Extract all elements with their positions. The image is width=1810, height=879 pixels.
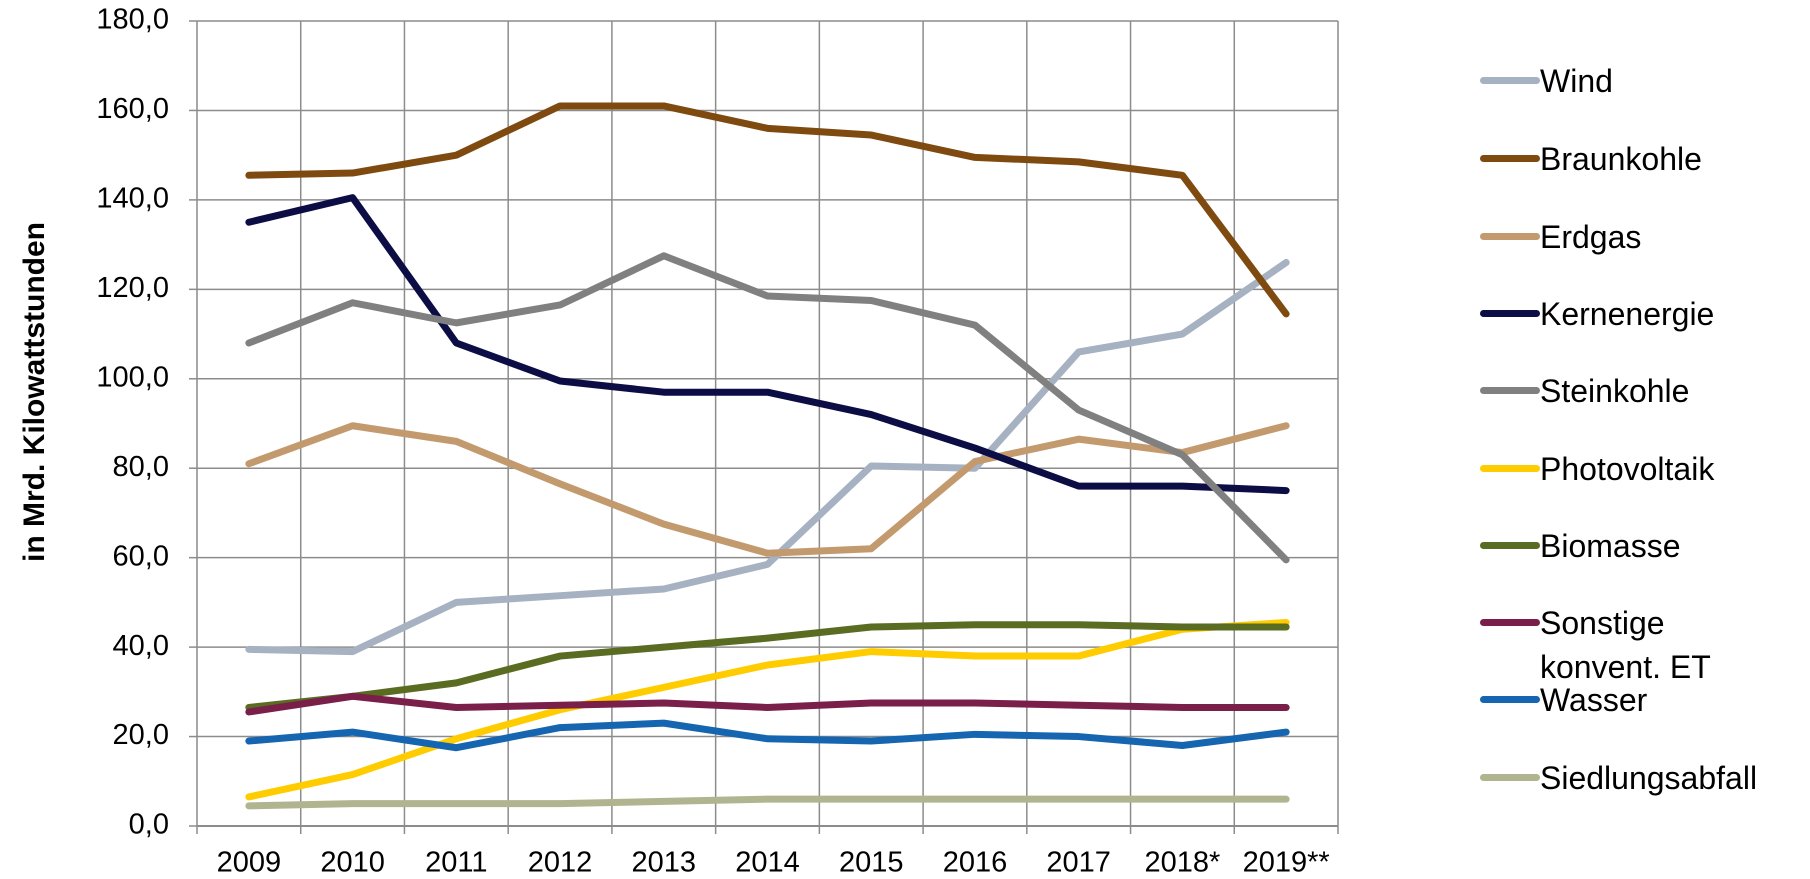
legend-swatch — [1480, 774, 1540, 781]
legend-item: Wind — [1480, 59, 1613, 103]
legend-label: Wind — [1540, 63, 1613, 99]
legend-label: Photovoltaik — [1540, 451, 1715, 487]
legend-label: Erdgas — [1540, 219, 1642, 255]
y-tick-label: 120,0 — [96, 272, 169, 304]
legend-label: Steinkohle — [1540, 373, 1690, 409]
series-line — [245, 719, 1290, 752]
legend-swatch — [1480, 619, 1540, 626]
x-tick-label: 2009 — [217, 847, 282, 879]
series-line — [245, 619, 1290, 801]
series-line — [245, 422, 1290, 557]
legend-item: Erdgas — [1480, 215, 1641, 259]
legend-swatch — [1480, 542, 1540, 549]
series-line — [245, 194, 1290, 495]
legend-item: Wasser — [1480, 678, 1647, 722]
legend-swatch — [1480, 696, 1540, 703]
x-tick-label: 2015 — [839, 847, 904, 879]
y-tick-label: 160,0 — [96, 93, 169, 125]
legend-swatch — [1480, 233, 1540, 240]
y-tick-label: 100,0 — [96, 361, 169, 393]
x-tick-label: 2018* — [1145, 847, 1221, 879]
legend-label: Siedlungsabfall — [1540, 760, 1758, 796]
series-line — [245, 259, 1290, 656]
legend-label: Braunkohle — [1540, 141, 1702, 177]
legend-item: Steinkohle — [1480, 369, 1689, 413]
y-tick-label: 0,0 — [129, 809, 169, 841]
y-tick-label: 60,0 — [113, 540, 169, 572]
x-tick-label: 2016 — [943, 847, 1008, 879]
legend-item: Biomasse — [1480, 524, 1681, 568]
legend-label: Sonstige konvent. ET — [1540, 605, 1711, 685]
y-tick-label: 40,0 — [113, 630, 169, 662]
legend-item: Photovoltaik — [1480, 447, 1714, 491]
legend-swatch — [1480, 310, 1540, 317]
x-tick-label: 2014 — [735, 847, 800, 879]
legend-item: Siedlungsabfall — [1480, 756, 1758, 800]
x-tick-label: 2011 — [425, 847, 487, 879]
x-tick-label: 2017 — [1046, 847, 1111, 879]
y-tick-label: 140,0 — [96, 183, 169, 215]
legend-label: Biomasse — [1540, 528, 1681, 564]
legend-label: Wasser — [1540, 682, 1648, 718]
series-line — [245, 621, 1290, 711]
y-tick-label: 80,0 — [113, 451, 169, 483]
x-tick-label: 2010 — [320, 847, 385, 879]
x-tick-label: 2013 — [632, 847, 697, 879]
x-tick-label: 2012 — [528, 847, 593, 879]
legend-item: Kernenergie — [1480, 292, 1714, 336]
series-line — [245, 795, 1290, 810]
y-tick-label: 180,0 — [96, 4, 169, 36]
legend-swatch — [1480, 465, 1540, 472]
legend-label: Kernenergie — [1540, 296, 1715, 332]
y-tick-label: 20,0 — [113, 719, 169, 751]
series-line — [245, 102, 1290, 318]
legend-swatch — [1480, 77, 1540, 84]
y-axis-title: in Mrd. Kilowattstunden — [18, 222, 51, 562]
legend-swatch — [1480, 387, 1540, 394]
legend-item: Braunkohle — [1480, 137, 1702, 181]
x-tick-label: 2019** — [1243, 847, 1330, 879]
series-line — [245, 252, 1290, 564]
series-line — [245, 692, 1290, 716]
legend-swatch — [1480, 155, 1540, 162]
legend-item: Sonstige konvent. ET — [1480, 601, 1750, 689]
